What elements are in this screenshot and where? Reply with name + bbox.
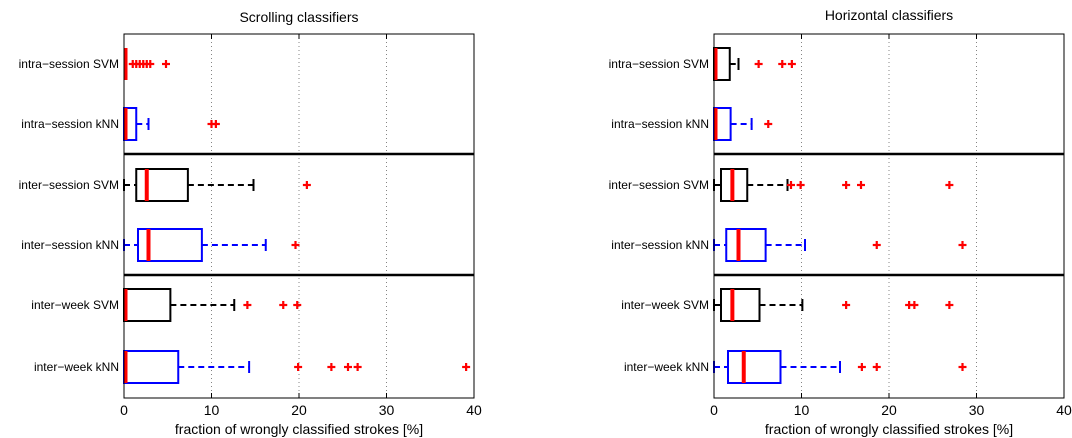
y-tick-label: inter−week SVM [621,298,709,312]
outlier-marker [872,241,881,249]
outlier-marker [842,301,851,309]
box-4 [123,228,300,262]
y-tick-label: intra−session SVM [19,57,119,71]
outlier-marker [211,120,220,128]
outlier-marker [243,301,252,309]
x-tick-label: 10 [794,402,810,418]
y-tick-label: inter−week kNN [624,360,709,374]
box-3 [123,168,311,202]
plot-frame [713,33,1065,399]
outlier-marker [778,60,787,68]
outlier-marker [945,181,954,189]
y-tick-label: inter−session SVM [19,178,119,192]
x-tick-label: 30 [379,402,395,418]
outlier-marker [910,301,919,309]
outlier-marker [796,181,805,189]
outlier-marker [344,363,352,371]
y-tick-label: inter−week kNN [34,360,119,374]
x-tick-label: 40 [466,402,482,418]
box-body [123,350,180,384]
box-2 [123,107,220,141]
x-tick-label: 10 [204,402,220,418]
x-tick-label: 0 [120,402,128,418]
outlier-marker [293,301,302,309]
outlier-marker [754,60,763,68]
box-body [725,228,767,262]
chart-title: Scrolling classifiers [239,9,358,25]
box-5 [123,288,302,322]
outlier-marker [945,301,954,309]
box-1 [123,48,170,80]
x-axis-label: fraction of wrongly classified strokes [… [765,421,1013,437]
y-tick-label: inter−week SVM [31,298,119,312]
plot-frame [123,33,475,399]
x-tick-label: 20 [881,402,897,418]
box-body [727,350,782,384]
box-4 [713,228,967,262]
outlier-marker [857,181,865,189]
outlier-marker [787,181,795,189]
outlier-marker [764,120,773,128]
chart-title: Horizontal classifiers [825,7,953,23]
outlier-marker [302,181,311,189]
y-tick-label: intra−session kNN [21,117,119,131]
outlier-marker [146,60,155,68]
box-body [135,168,189,202]
box-5 [713,288,954,322]
x-axis-label: fraction of wrongly classified strokes [… [175,421,423,437]
outlier-marker [872,363,881,371]
box-body [720,288,761,322]
outlier-marker [857,363,866,371]
outlier-marker [462,363,471,371]
outlier-marker [958,241,967,249]
chart-panel-1: intra−session SVM intra−session kNN inter−… [19,9,482,437]
chart-panel-2: intra−session SVM intra−session kNN inter−… [609,7,1072,437]
outlier-marker [353,363,362,371]
x-tick-label: 40 [1056,402,1072,418]
outlier-marker [291,241,300,249]
y-tick-label: intra−session SVM [609,57,709,71]
box-1 [713,47,796,81]
outlier-marker [162,60,170,68]
outlier-marker [294,363,303,371]
outlier-marker [787,60,796,68]
y-tick-label: inter−session SVM [609,178,709,192]
y-tick-label: intra−session kNN [611,117,709,131]
box-body [137,228,203,262]
outlier-marker [842,181,851,189]
x-tick-label: 0 [710,402,718,418]
outlier-marker [327,363,336,371]
box-body [123,288,172,322]
box-6 [123,350,471,384]
x-tick-label: 20 [291,402,307,418]
outlier-marker [279,301,288,309]
box-2 [713,107,773,141]
x-tick-label: 30 [969,402,985,418]
outlier-marker [958,363,967,371]
box-3 [713,168,954,202]
y-tick-label: inter−session kNN [611,238,709,252]
y-tick-label: inter−session kNN [21,238,119,252]
box-6 [713,350,967,384]
